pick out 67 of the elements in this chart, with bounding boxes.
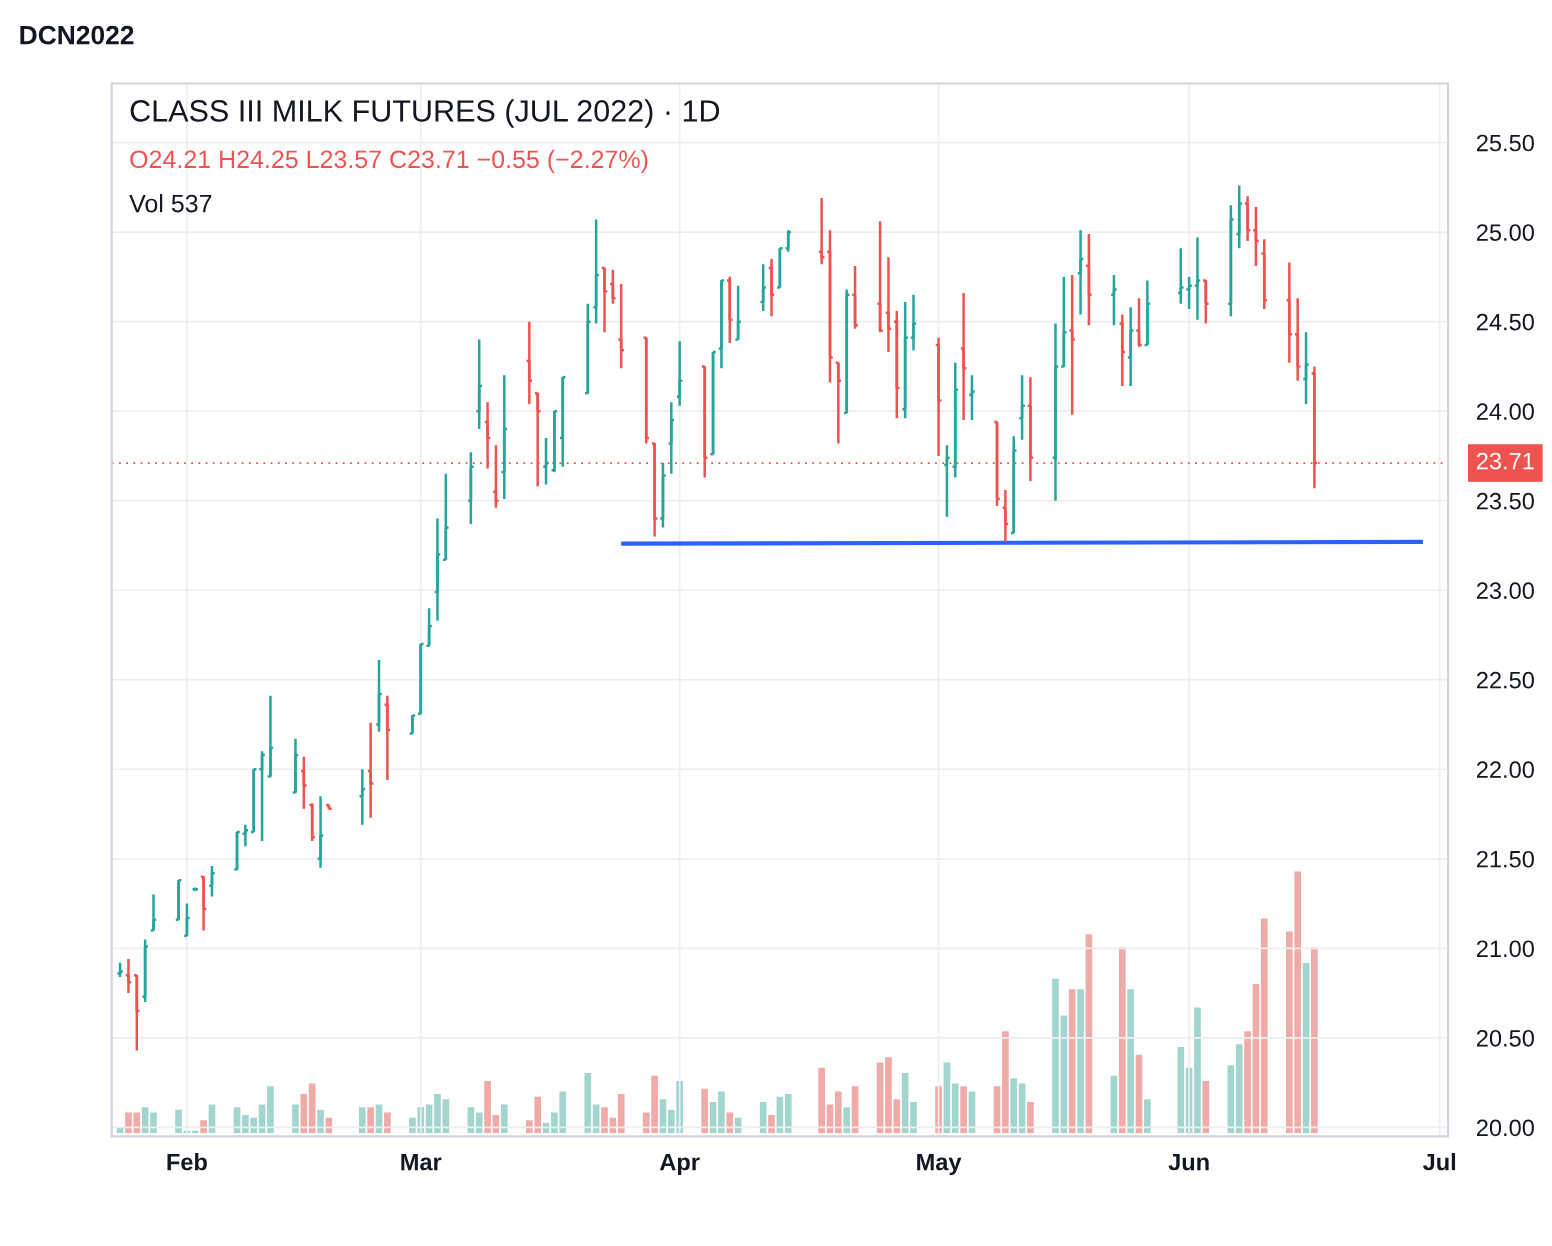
bar (1177, 1046, 1185, 1134)
bar (768, 1115, 775, 1134)
y-tick-label: 22.50 (1476, 671, 1534, 689)
bar (367, 1107, 374, 1134)
y-tick-label: 25.50 (1476, 134, 1534, 152)
bar (267, 1086, 274, 1134)
bar (910, 1101, 917, 1134)
bar (617, 1094, 625, 1134)
y-tick-label: 24.50 (1476, 313, 1534, 331)
bar (818, 1067, 825, 1134)
bar (292, 1104, 299, 1134)
bar (1194, 1007, 1201, 1134)
bar (308, 1083, 316, 1134)
bar (584, 1073, 592, 1134)
bar (317, 1109, 324, 1134)
bar (759, 1101, 767, 1134)
y-tick-label: 21.00 (1476, 940, 1534, 958)
bar (1118, 947, 1126, 1134)
bar (1077, 989, 1084, 1134)
x-tick-label: Jun (1168, 1153, 1209, 1171)
chart-title: CLASS III MILK FUTURES (JUL 2022) · 1D (130, 99, 720, 128)
x-tick-label: Apr (659, 1153, 700, 1176)
bar (175, 1109, 182, 1134)
bar (1202, 1080, 1210, 1134)
y-tick-label: 22.00 (1476, 761, 1534, 779)
bar (701, 1088, 709, 1134)
bar (843, 1107, 851, 1134)
x-tick-label: Feb (167, 1153, 207, 1171)
bar (601, 1107, 608, 1134)
bar (358, 1107, 366, 1134)
y-tick-label: 23.00 (1476, 582, 1534, 600)
bar (960, 1086, 967, 1134)
y-tick-label: 20.50 (1476, 1029, 1534, 1047)
bar (1260, 918, 1268, 1134)
x-tick-label: May (917, 1153, 962, 1176)
y-tick-label: 24.00 (1476, 403, 1534, 420)
bar (1144, 1099, 1151, 1134)
y-tick-label: 23.50 (1476, 492, 1534, 510)
bar (726, 1112, 734, 1134)
bar (484, 1080, 491, 1134)
bar (1311, 947, 1318, 1134)
y-tick-label: 20.00 (1476, 1119, 1534, 1137)
bar (1068, 989, 1076, 1134)
bar (1244, 1031, 1251, 1134)
bar (718, 1091, 725, 1134)
bar (200, 1120, 207, 1134)
y-tick-label: 21.50 (1476, 850, 1534, 868)
bar (150, 1112, 157, 1134)
bar (951, 1083, 959, 1134)
bar (1027, 1101, 1034, 1134)
bar (1235, 1044, 1243, 1134)
bar (1127, 989, 1134, 1134)
bar (835, 1091, 842, 1134)
x-tick-label: Jul (1422, 1153, 1456, 1171)
text: O24.21 H24.25 L23.57 C23.71 −0.55 (−2.27%) (130, 149, 648, 174)
bar (384, 1112, 391, 1134)
bar (300, 1094, 308, 1134)
annotation: Vol 537 (129, 194, 212, 213)
bar (784, 1094, 792, 1134)
bar (1002, 1031, 1009, 1134)
y-tick-label: 25.00 (1476, 224, 1534, 241)
bar (475, 1112, 483, 1134)
x-tick-label: Mar (401, 1153, 442, 1171)
bar (1010, 1078, 1018, 1134)
ref-line-label: 23.71 (1476, 452, 1534, 470)
text: DCN2022 (20, 25, 134, 45)
bar (500, 1104, 508, 1134)
